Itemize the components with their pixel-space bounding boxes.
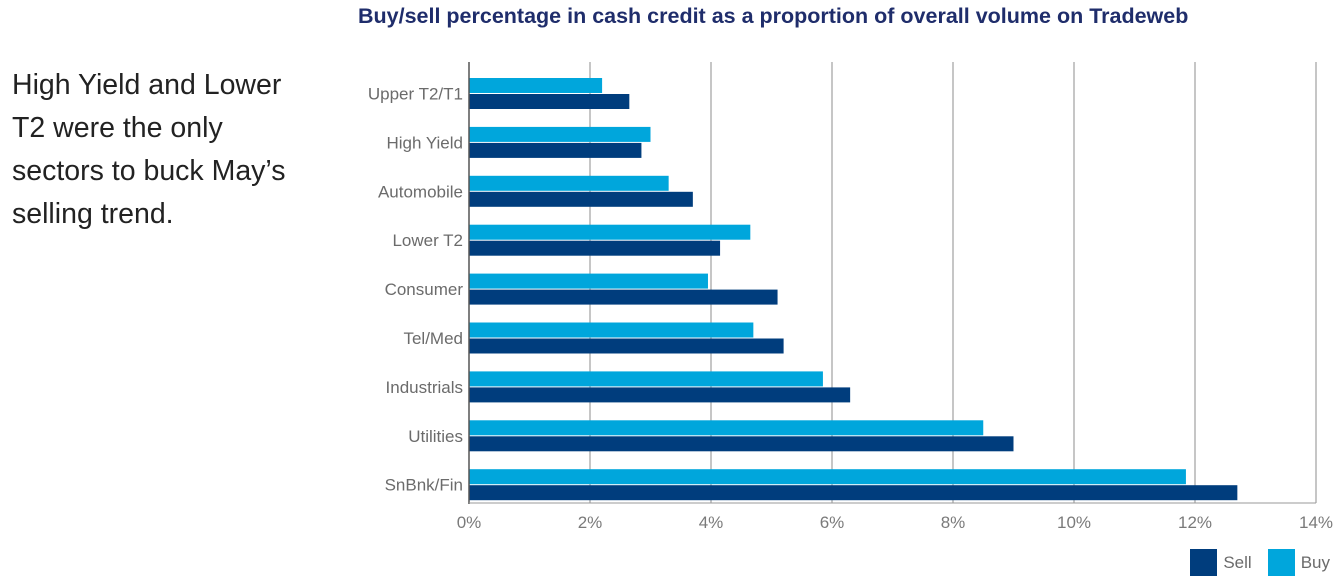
bar-buy bbox=[469, 126, 651, 142]
bar-sell bbox=[469, 338, 784, 354]
category-label: Tel/Med bbox=[403, 329, 463, 348]
legend-item-buy: Buy bbox=[1267, 549, 1330, 576]
x-tick-label: 2% bbox=[578, 513, 603, 532]
bar-sell bbox=[469, 240, 721, 256]
x-tick-label: 6% bbox=[820, 513, 845, 532]
x-tick-label: 0% bbox=[457, 513, 482, 532]
chart-title: Buy/sell percentage in cash credit as a … bbox=[358, 4, 1189, 28]
category-label: Industrials bbox=[386, 378, 463, 397]
bar-buy bbox=[469, 371, 823, 387]
bar-sell bbox=[469, 191, 693, 207]
legend-swatch-sell bbox=[1190, 549, 1218, 576]
legend-swatch-buy bbox=[1267, 549, 1295, 576]
caption-line: sectors to buck May’s bbox=[12, 155, 286, 187]
caption-line: selling trend. bbox=[12, 198, 174, 230]
bar-buy bbox=[469, 224, 751, 240]
bar-sell bbox=[469, 94, 630, 109]
bar-sell bbox=[469, 485, 1238, 501]
category-label: Utilities bbox=[408, 427, 463, 446]
bar-buy bbox=[469, 273, 708, 289]
caption-line: High Yield and Lower bbox=[12, 69, 282, 101]
category-label: Upper T2/T1 bbox=[368, 85, 463, 104]
caption-text: High Yield and Lower T2 were the only se… bbox=[12, 64, 312, 236]
legend-label-buy: Buy bbox=[1300, 552, 1330, 572]
bar-sell bbox=[469, 142, 642, 158]
x-tick-label: 4% bbox=[699, 513, 724, 532]
x-tick-label: 14% bbox=[1299, 513, 1333, 532]
bar-buy bbox=[469, 420, 984, 436]
category-label: Consumer bbox=[385, 280, 464, 299]
category-label: Automobile bbox=[378, 182, 463, 201]
category-label: SnBnk/Fin bbox=[385, 476, 463, 495]
caption-line: T2 were the only bbox=[12, 112, 223, 144]
bar-sell bbox=[469, 436, 1014, 452]
bar-buy bbox=[469, 78, 603, 93]
category-label: Lower T2 bbox=[392, 231, 463, 250]
x-tick-label: 12% bbox=[1178, 513, 1212, 532]
legend-label-sell: Sell bbox=[1223, 552, 1252, 572]
x-tick-label: 8% bbox=[941, 513, 966, 532]
chart-legend: Sell Buy bbox=[1174, 549, 1330, 576]
x-tick-label: 10% bbox=[1057, 513, 1091, 532]
bar-sell bbox=[469, 387, 851, 403]
bar-buy bbox=[469, 469, 1186, 485]
bar-buy bbox=[469, 175, 669, 191]
legend-item-sell: Sell bbox=[1190, 549, 1252, 576]
category-label: High Yield bbox=[386, 133, 463, 152]
bar-buy bbox=[469, 322, 754, 338]
bar-sell bbox=[469, 289, 778, 305]
